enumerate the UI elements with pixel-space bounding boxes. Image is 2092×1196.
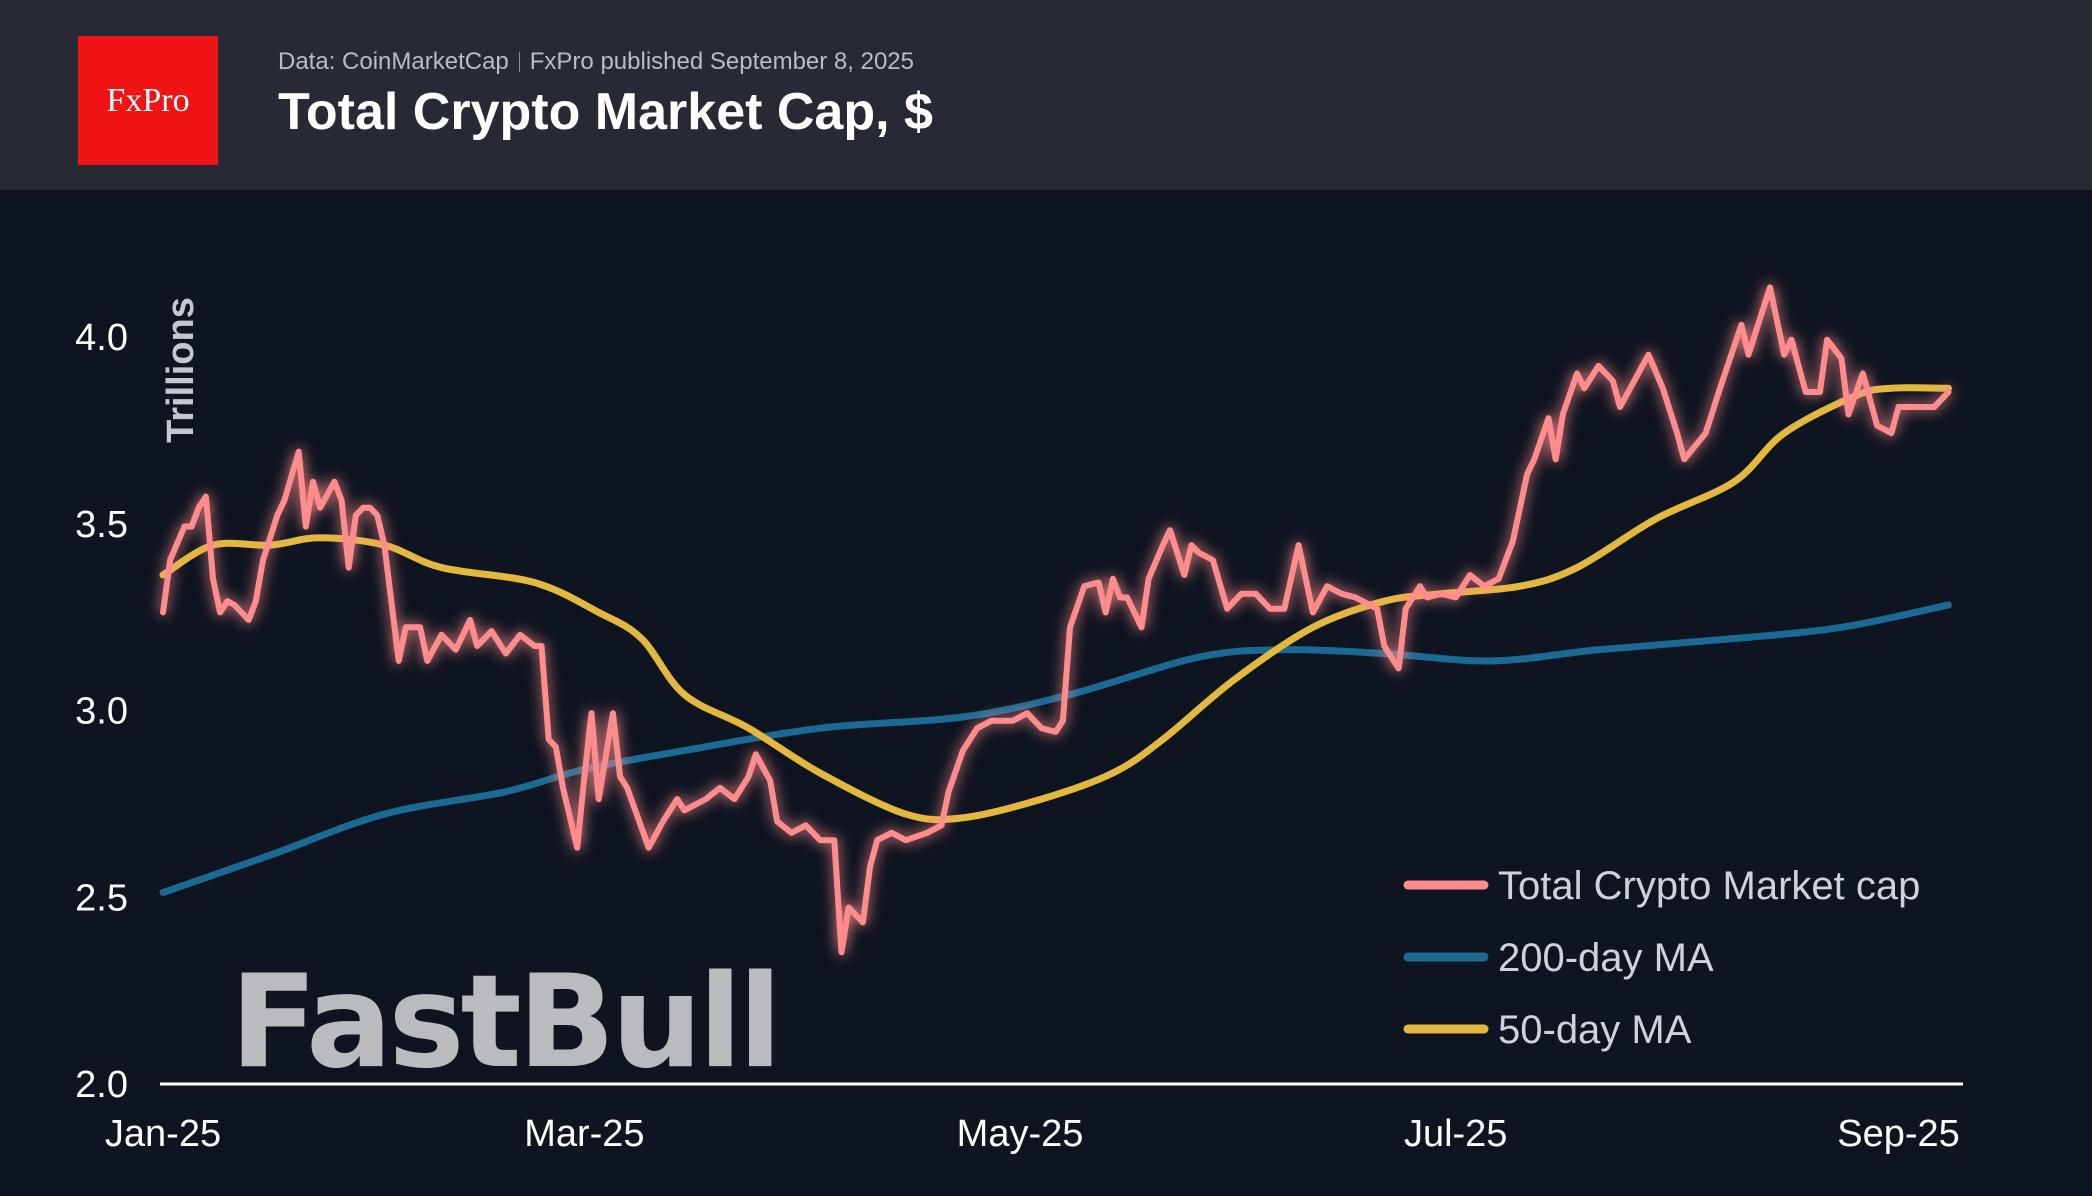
chart-title: Total Crypto Market Cap, $ bbox=[278, 83, 933, 141]
y-tick-label: 4.0 bbox=[75, 317, 128, 359]
data-source: Data: CoinMarketCap bbox=[278, 48, 509, 75]
x-tick-label: Jul-25 bbox=[1404, 1113, 1508, 1155]
chart-subtitle: Data: CoinMarketCap FxPro published Septe… bbox=[278, 48, 914, 76]
x-tick-label: Sep-25 bbox=[1837, 1113, 1960, 1155]
y-tick-label: 3.0 bbox=[75, 691, 128, 733]
y-axis-label: Trillions bbox=[160, 297, 202, 443]
x-tick-label: Mar-25 bbox=[524, 1113, 644, 1155]
x-tick-label: May-25 bbox=[957, 1113, 1084, 1155]
x-tick-label: Jan-25 bbox=[105, 1113, 221, 1155]
legend-label: Total Crypto Market cap bbox=[1498, 864, 1920, 908]
published-date: FxPro published September 8, 2025 bbox=[529, 48, 914, 75]
y-tick-label: 2.0 bbox=[75, 1064, 128, 1106]
legend-label: 50-day MA bbox=[1498, 1008, 1692, 1052]
legend-label: 200-day MA bbox=[1498, 936, 1714, 980]
fastbull-watermark: FastBull bbox=[230, 948, 778, 1097]
series-line-total-crypto-market-cap bbox=[160, 284, 1952, 956]
separator bbox=[518, 52, 520, 72]
series-line-200-day-ma bbox=[159, 601, 1952, 897]
fxpro-logo: FxPro bbox=[78, 36, 218, 165]
series-line-50-day-ma bbox=[159, 384, 1952, 824]
y-tick-label: 3.5 bbox=[75, 504, 128, 546]
header: FxPro Data: CoinMarketCap FxPro published… bbox=[0, 0, 2092, 190]
y-tick-label: 2.5 bbox=[75, 877, 128, 919]
